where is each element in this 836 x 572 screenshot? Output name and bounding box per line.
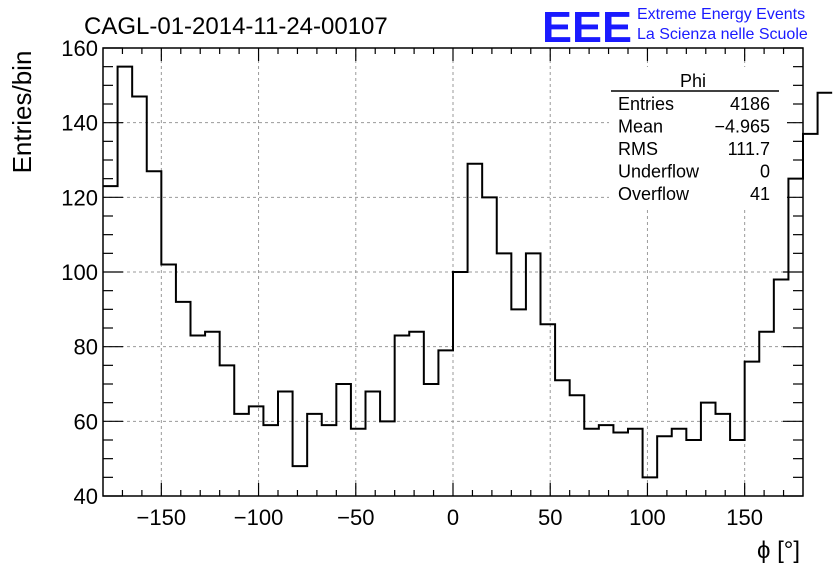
stats-label: Mean	[618, 117, 663, 137]
x-tick-label: 50	[538, 505, 562, 530]
stats-value: 0	[760, 162, 770, 182]
stats-label: Entries	[618, 94, 674, 114]
histogram-bin	[118, 67, 133, 496]
histogram-bin	[220, 365, 235, 496]
histogram-bin	[643, 477, 658, 496]
histogram-bin	[511, 309, 526, 496]
histogram-bin	[366, 391, 381, 496]
axis-ticks	[103, 47, 803, 497]
chart-title: CAGL-01-2014-11-24-00107	[84, 13, 388, 40]
histogram-bin	[438, 350, 453, 496]
histogram-bin	[541, 324, 556, 496]
histogram-bin	[759, 332, 774, 496]
histogram-bin	[249, 406, 264, 496]
x-tick-label: 150	[726, 505, 763, 530]
histogram-bin	[468, 164, 483, 496]
stats-label: RMS	[618, 139, 658, 159]
y-axis-label: Entries/bin	[7, 51, 37, 174]
histogram-bin	[161, 265, 176, 496]
histogram-bin	[803, 134, 818, 496]
histogram-bin	[453, 272, 468, 496]
stats-value: 4186	[730, 94, 770, 114]
eee-logo-line2: La Scienza nelle Scuole	[637, 26, 808, 43]
x-tick-label: −50	[337, 505, 374, 530]
stats-label: Underflow	[618, 162, 700, 182]
histogram-bin	[176, 302, 191, 496]
histogram-bin	[570, 395, 585, 496]
histogram-bin	[409, 332, 424, 496]
stats-value: −4.965	[714, 117, 770, 137]
x-tick-label: −150	[137, 505, 187, 530]
histogram-bin	[132, 97, 147, 496]
histogram-bin	[788, 179, 803, 496]
eee-logo-line1: Extreme Energy Events	[637, 6, 805, 23]
histogram-bin	[599, 425, 614, 496]
x-tick-label: 0	[447, 505, 459, 530]
y-tick-label: 40	[74, 484, 98, 509]
histogram-bin	[686, 440, 701, 496]
histogram-bin	[307, 414, 322, 496]
y-tick-label: 60	[74, 409, 98, 434]
histogram-bin	[672, 429, 687, 496]
y-tick-label: 160	[61, 36, 98, 61]
y-tick-label: 100	[61, 260, 98, 285]
histogram-bin	[613, 433, 628, 496]
stats-box-title: Phi	[680, 71, 706, 91]
y-tick-label: 140	[61, 111, 98, 136]
histogram-bin	[526, 253, 541, 496]
histogram-bin	[336, 384, 351, 496]
histogram-bin	[103, 186, 118, 496]
stats-box: Phi Entries 4186 Mean −4.965 RMS 111.7 Underfl…	[609, 67, 787, 209]
histogram-bin	[628, 429, 643, 496]
x-tick-label: 100	[629, 505, 666, 530]
histogram-bin	[497, 253, 512, 496]
y-tick-label: 120	[61, 185, 98, 210]
eee-logo-mark: EEE	[542, 3, 632, 52]
y-tick-label: 80	[74, 335, 98, 360]
x-tick-label: −100	[234, 505, 284, 530]
histogram-bin	[584, 429, 599, 496]
histogram-bin	[380, 421, 395, 496]
histogram-bin	[818, 93, 833, 496]
histogram-bin	[555, 380, 570, 496]
histogram-bin	[716, 414, 731, 496]
histogram-bin	[293, 466, 308, 496]
histogram-bin	[701, 403, 716, 496]
histogram-bin	[147, 171, 162, 496]
histogram-series	[103, 65, 833, 479]
stats-value: 111.7	[728, 139, 770, 159]
histogram-bin	[745, 362, 760, 496]
histogram-bin	[395, 335, 410, 496]
histogram-bin	[191, 335, 206, 496]
x-axis-label: ϕ [°]	[757, 537, 800, 564]
histogram-bin	[278, 391, 293, 496]
histogram-bin	[774, 279, 789, 496]
stats-label: Overflow	[618, 184, 690, 204]
histogram-bin	[351, 429, 366, 496]
tick-labels: −150 −100 −50 0 50 100 150 40 60 80 100 120 140 160	[61, 36, 763, 530]
histogram-bin	[657, 436, 672, 496]
histogram-bin	[424, 384, 439, 496]
histogram-bin	[263, 425, 278, 496]
eee-logo: EEE Extreme Energy Events La Scienza nel…	[542, 3, 808, 52]
histogram-bin	[730, 440, 745, 496]
histogram-bin	[205, 332, 220, 496]
histogram-bin	[322, 425, 337, 496]
histogram-bin	[234, 414, 249, 496]
stats-value: 41	[750, 184, 770, 204]
